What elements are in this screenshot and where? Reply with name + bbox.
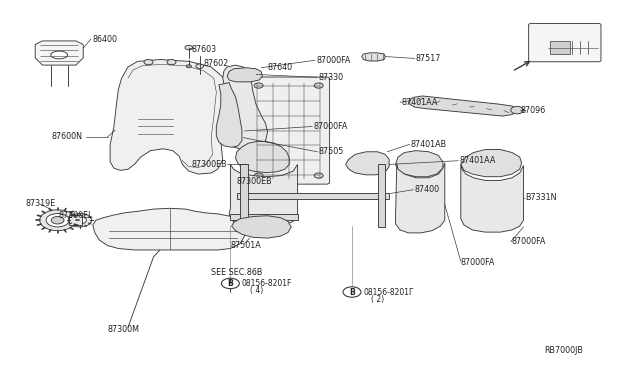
Text: ( 4): ( 4) <box>250 286 263 295</box>
Circle shape <box>144 60 153 65</box>
Polygon shape <box>230 214 298 220</box>
Polygon shape <box>232 216 291 238</box>
Text: 87300EL: 87300EL <box>59 211 93 219</box>
Polygon shape <box>461 164 524 232</box>
Circle shape <box>314 173 323 178</box>
Text: 87505: 87505 <box>319 147 344 156</box>
Text: 87000FA: 87000FA <box>314 122 348 131</box>
Text: 87000FA: 87000FA <box>317 56 351 65</box>
Polygon shape <box>236 141 289 173</box>
Circle shape <box>254 83 263 88</box>
Polygon shape <box>110 60 227 174</box>
Polygon shape <box>93 208 244 250</box>
Circle shape <box>185 45 193 50</box>
Circle shape <box>51 217 64 224</box>
Text: ( 2): ( 2) <box>371 295 385 304</box>
Ellipse shape <box>51 51 68 59</box>
FancyBboxPatch shape <box>248 77 330 184</box>
Text: 87517: 87517 <box>416 54 442 63</box>
Circle shape <box>40 210 76 231</box>
Text: 87401AA: 87401AA <box>460 156 496 165</box>
Polygon shape <box>227 68 262 82</box>
Circle shape <box>167 60 176 65</box>
Polygon shape <box>396 163 445 233</box>
Polygon shape <box>378 164 385 227</box>
Polygon shape <box>35 41 83 65</box>
Circle shape <box>226 283 235 288</box>
Circle shape <box>314 83 323 88</box>
Circle shape <box>343 287 361 297</box>
Text: SEE SEC.86B: SEE SEC.86B <box>211 268 262 277</box>
Text: 87600N: 87600N <box>51 132 82 141</box>
Circle shape <box>186 65 191 68</box>
Polygon shape <box>240 164 248 227</box>
Polygon shape <box>223 65 268 150</box>
Circle shape <box>244 162 253 167</box>
Circle shape <box>511 106 524 114</box>
Polygon shape <box>410 96 517 116</box>
Text: 87000FA: 87000FA <box>461 258 495 267</box>
Text: 87319E: 87319E <box>26 199 56 208</box>
Text: 87501A: 87501A <box>230 241 261 250</box>
Polygon shape <box>461 150 522 177</box>
Text: 87401AA: 87401AA <box>402 98 438 107</box>
Circle shape <box>221 278 239 289</box>
Polygon shape <box>216 83 242 147</box>
Bar <box>69 215 82 225</box>
Circle shape <box>74 217 86 224</box>
FancyBboxPatch shape <box>529 23 601 62</box>
Circle shape <box>196 64 204 68</box>
Polygon shape <box>396 151 443 177</box>
Circle shape <box>46 214 69 227</box>
Text: 87400: 87400 <box>415 185 440 194</box>
Text: 87000FA: 87000FA <box>512 237 547 246</box>
Text: 87300EB: 87300EB <box>191 160 227 169</box>
Polygon shape <box>237 193 389 199</box>
Circle shape <box>254 173 263 178</box>
Text: 86400: 86400 <box>93 35 118 44</box>
Circle shape <box>68 214 92 227</box>
Polygon shape <box>346 152 389 175</box>
Bar <box>550 41 570 54</box>
Text: 87603: 87603 <box>192 45 217 54</box>
Text: 87640: 87640 <box>268 63 292 72</box>
Text: B7331N: B7331N <box>525 193 556 202</box>
Text: 87330: 87330 <box>319 73 344 82</box>
Text: RB7000JB: RB7000JB <box>544 346 583 355</box>
Text: 87096: 87096 <box>520 106 545 115</box>
Text: 87300EB: 87300EB <box>237 177 273 186</box>
Text: 08156-8201F: 08156-8201F <box>242 279 292 288</box>
Text: 08156-8201Г: 08156-8201Г <box>364 288 414 296</box>
Polygon shape <box>229 164 298 227</box>
Polygon shape <box>362 53 385 61</box>
Text: 87300M: 87300M <box>108 325 140 334</box>
Text: 87401AB: 87401AB <box>411 140 447 149</box>
Text: B: B <box>349 288 355 296</box>
Text: 87602: 87602 <box>204 59 228 68</box>
Text: B: B <box>228 279 233 288</box>
